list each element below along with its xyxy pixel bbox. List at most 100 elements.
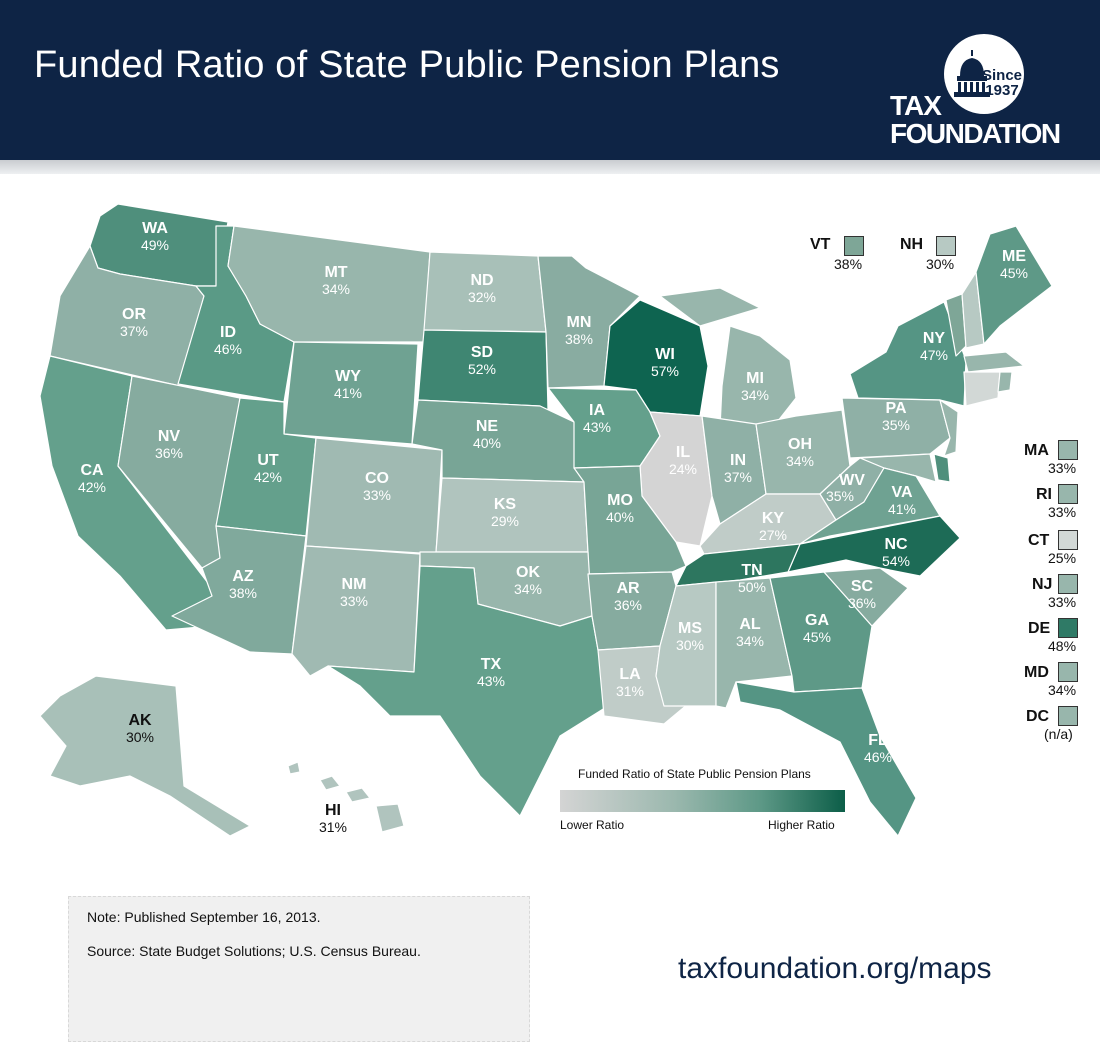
state-mo[interactable] <box>573 465 687 575</box>
abbr-wv: WV <box>839 472 865 489</box>
abbr-pa: PA <box>885 400 907 417</box>
side-value-vt: 38% <box>834 256 863 272</box>
side-swatch-md <box>1058 662 1078 682</box>
note-source: Source: State Budget Solutions; U.S. Cen… <box>87 943 421 959</box>
us-map: WA 49% OR 37% ID 46% MT 34% ND 32% SD 52% WY 41… <box>0 176 1100 876</box>
label-or: OR 37% <box>120 306 148 340</box>
side-abbr-ct: CT <box>1028 532 1050 549</box>
logo-line-foundation: FOUNDATION <box>890 118 1061 149</box>
state-ak[interactable] <box>39 675 251 837</box>
state-ri[interactable] <box>997 371 1013 393</box>
state-ct[interactable] <box>963 371 1001 407</box>
side-abbr-de: DE <box>1028 620 1051 637</box>
abbr-ar: AR <box>616 580 640 597</box>
value-az: 38% <box>228 585 258 601</box>
label-in: IN 37% <box>724 452 752 486</box>
label-ar: AR 36% <box>614 580 642 614</box>
side-value-de: 48% <box>1048 638 1077 654</box>
side-abbr-md: MD <box>1024 664 1049 681</box>
label-sd: SD 52% <box>468 344 496 378</box>
state-ma[interactable] <box>963 351 1025 373</box>
abbr-ok: OK <box>516 564 540 581</box>
value-wa: 49% <box>140 237 170 253</box>
side-key-vt: VT 38% <box>810 236 870 276</box>
state-nj[interactable] <box>939 399 959 457</box>
value-il: 24% <box>668 461 698 477</box>
abbr-sd: SD <box>470 344 494 361</box>
value-nc: 54% <box>881 553 911 569</box>
state-sc[interactable] <box>823 567 909 627</box>
state-nc[interactable] <box>787 515 961 577</box>
state-nm[interactable] <box>291 545 421 677</box>
label-wa: WA 49% <box>141 220 169 254</box>
state-fl[interactable] <box>735 681 917 837</box>
abbr-ak: AK <box>128 712 152 729</box>
value-nm: 33% <box>339 593 369 609</box>
value-wy: 41% <box>333 385 363 401</box>
page-title: Funded Ratio of State Public Pension Pla… <box>34 44 780 86</box>
value-wi: 57% <box>650 363 680 379</box>
state-hi[interactable] <box>287 761 405 833</box>
state-mi[interactable] <box>659 287 797 429</box>
logo-since-text: Since <box>982 67 1023 84</box>
label-id: ID 46% <box>214 324 242 358</box>
label-sc: SC 36% <box>848 578 876 612</box>
label-ok: OK 34% <box>514 564 542 598</box>
label-ms: MS 30% <box>676 620 704 654</box>
value-me: 45% <box>999 265 1029 281</box>
value-hi: 31% <box>318 819 348 835</box>
abbr-mt: MT <box>324 264 348 281</box>
abbr-ut: UT <box>257 452 279 469</box>
label-ut: UT 42% <box>254 452 282 486</box>
logo-year: 1937 <box>985 82 1019 99</box>
value-mi: 34% <box>740 387 770 403</box>
value-nd: 32% <box>467 289 497 305</box>
abbr-az: AZ <box>232 568 254 585</box>
label-wv: WV <box>839 472 865 489</box>
side-abbr-dc: DC <box>1026 708 1050 725</box>
abbr-il: IL <box>675 444 691 461</box>
abbr-sc: SC <box>850 578 874 595</box>
state-az[interactable] <box>171 525 307 655</box>
abbr-wi: WI <box>655 346 675 363</box>
value-ga: 45% <box>802 629 832 645</box>
label-ky: KY 27% <box>759 510 787 544</box>
abbr-nd: ND <box>470 272 494 289</box>
value-ks: 29% <box>490 513 520 529</box>
side-value-ct: 25% <box>1048 550 1077 566</box>
value-id: 46% <box>213 341 243 357</box>
abbr-co: CO <box>365 470 389 487</box>
label-ga: GA 45% <box>803 612 831 646</box>
website-link[interactable]: taxfoundation.org/maps <box>678 952 992 985</box>
tax-foundation-logo[interactable]: Since 1937 TAX FOUNDATION <box>886 34 1086 154</box>
value-mo: 40% <box>605 509 635 525</box>
abbr-id: ID <box>220 324 236 341</box>
value-in: 37% <box>723 469 753 485</box>
side-value-nj: 33% <box>1048 594 1077 610</box>
label-mt: MT 34% <box>322 264 350 298</box>
side-swatch-ct <box>1058 530 1078 550</box>
state-tx[interactable] <box>327 565 609 817</box>
label-al: AL 34% <box>736 616 764 650</box>
label-mn: MN 38% <box>565 314 593 348</box>
side-abbr-ma: MA <box>1024 442 1049 459</box>
value-or: 37% <box>119 323 149 339</box>
value-ut: 42% <box>253 469 283 485</box>
state-de[interactable] <box>933 453 951 483</box>
value-ne: 40% <box>472 435 502 451</box>
value-ia: 43% <box>582 419 612 435</box>
abbr-oh: OH <box>788 436 812 453</box>
abbr-ne: NE <box>475 418 499 435</box>
header-banner: Funded Ratio of State Public Pension Pla… <box>0 0 1100 160</box>
state-me[interactable] <box>975 225 1053 345</box>
side-key-ct: CT 25% <box>1024 530 1094 566</box>
legend-low-label: Lower Ratio <box>560 818 625 832</box>
label-mi: MI 34% <box>741 370 769 404</box>
side-key-nj: NJ 33% <box>1024 574 1094 610</box>
state-pa[interactable] <box>841 397 951 459</box>
label-ny: NY 47% <box>920 330 948 364</box>
abbr-al: AL <box>739 616 761 633</box>
notes-box: Note: Published September 16, 2013. Sour… <box>68 896 530 1042</box>
side-swatch-vt <box>844 236 864 256</box>
legend-gradient-bar <box>560 790 845 812</box>
